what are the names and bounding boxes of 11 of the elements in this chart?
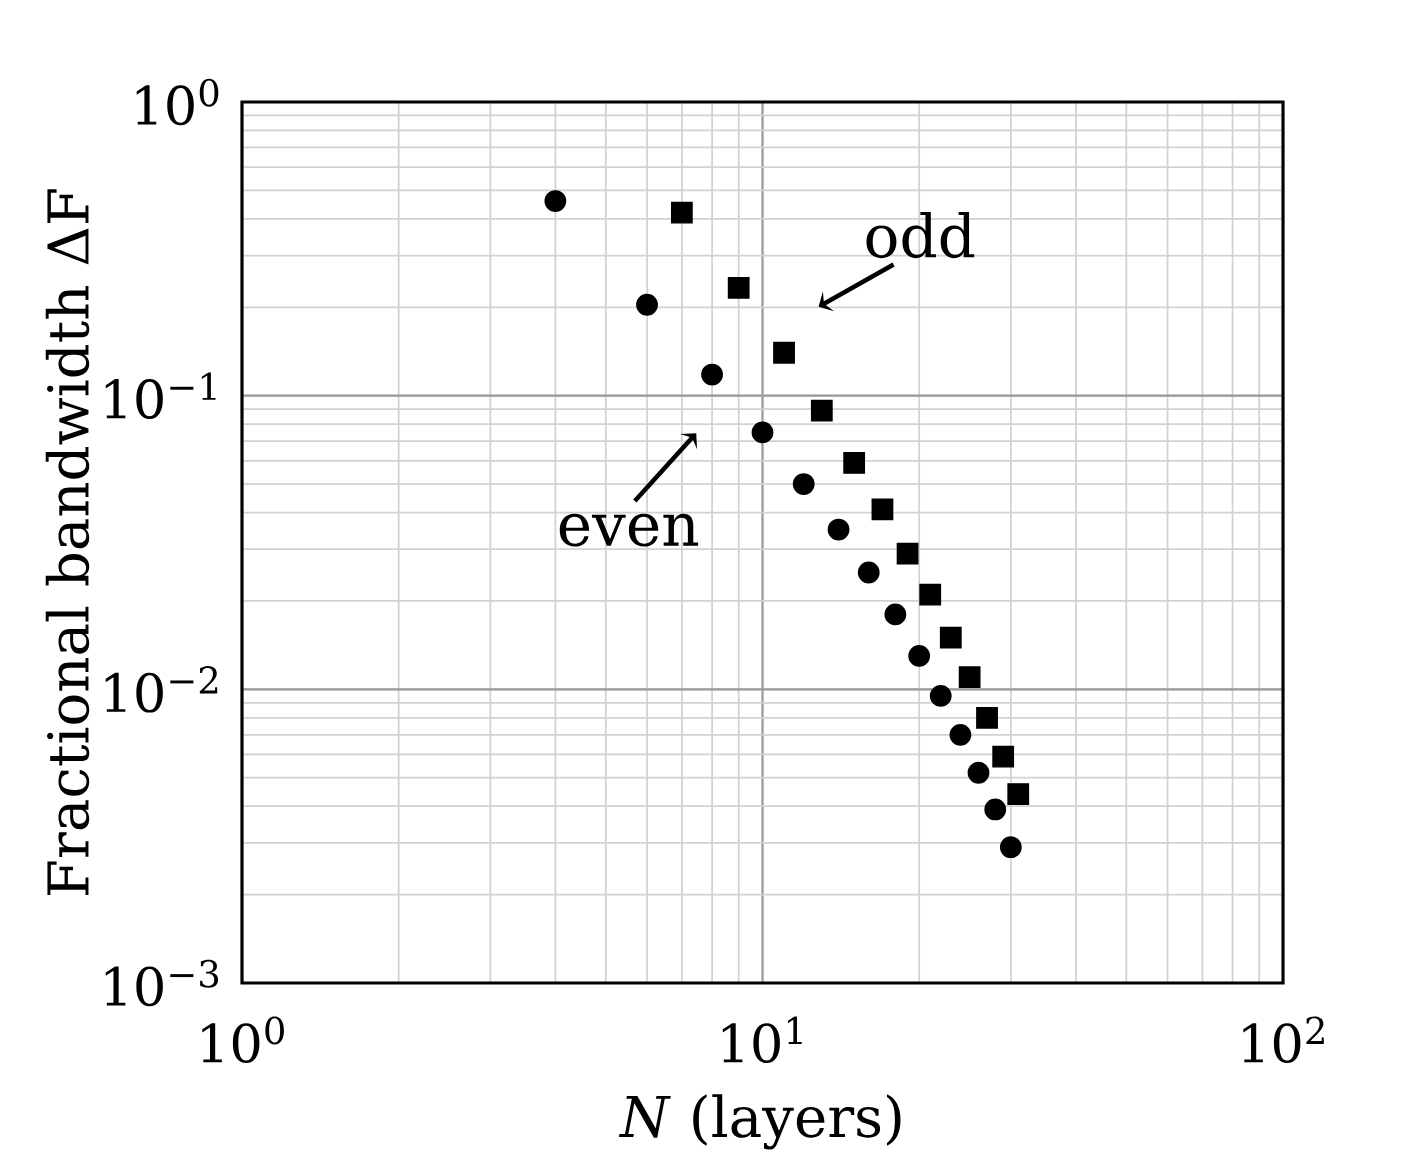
y-axis-title: Fractional bandwidth ΔF	[45, 189, 90, 895]
x-tick-label: 10$^{1}$	[722, 1016, 802, 1064]
annotation: odd	[866, 211, 975, 259]
y-tick-label: 10$^{−1}$	[105, 372, 216, 419]
annotation: even	[559, 513, 699, 547]
x-tick-label: 10$^{2}$	[1243, 1016, 1324, 1064]
y-tick-label: 10$^{−3}$	[105, 959, 219, 1007]
y-tick-label: 10$^{−2}$	[105, 666, 218, 713]
x-tick-label: 10$^{0}$	[202, 1016, 284, 1064]
x-axis-title: N (layers)	[618, 1094, 901, 1150]
y-tick-label: 10$^{0}$	[136, 78, 219, 126]
